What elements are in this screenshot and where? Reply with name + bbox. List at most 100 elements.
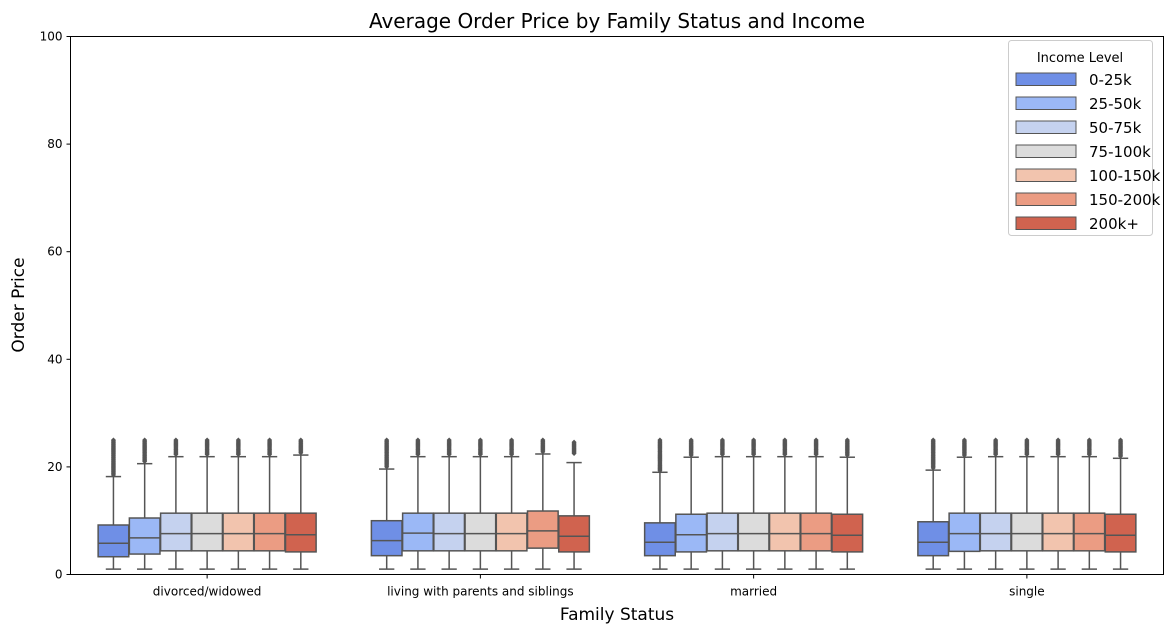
outlier-point	[235, 437, 241, 443]
y-tick-label: 100	[40, 30, 63, 44]
legend-item-0-25k: 0-25k	[1015, 71, 1132, 89]
plot-area	[97, 437, 1137, 570]
box-iqr	[643, 522, 676, 557]
box-200k+-divorced/widowed	[284, 437, 317, 570]
box-50-75k-living with parents and siblings	[433, 437, 466, 570]
legend-item-100-150k: 100-150k	[1015, 167, 1161, 185]
outliers	[446, 437, 452, 458]
box-iqr	[526, 510, 559, 549]
box-50-75k-single	[979, 437, 1012, 570]
box-0-25k-single	[917, 437, 950, 570]
outliers	[571, 439, 577, 456]
outlier-point	[813, 437, 819, 443]
outlier-point	[844, 437, 850, 443]
legend-swatch	[1015, 168, 1077, 182]
outlier-point	[384, 437, 390, 443]
outliers	[719, 437, 725, 458]
legend-item-150-200k: 150-200k	[1015, 191, 1161, 209]
outliers	[1055, 437, 1061, 458]
legend-swatch	[1015, 144, 1077, 158]
legend-title: Income Level	[1037, 51, 1123, 66]
outlier-point	[1086, 437, 1092, 443]
outlier-point	[477, 437, 483, 443]
outlier-point	[571, 439, 577, 445]
outliers	[782, 437, 788, 458]
box-75-100k-divorced/widowed	[191, 437, 224, 570]
legend-label: 0-25k	[1089, 71, 1132, 89]
box-iqr	[401, 512, 434, 552]
legend-swatch	[1015, 216, 1077, 230]
legend-item-200k+: 200k+	[1015, 215, 1139, 233]
outliers	[235, 437, 241, 458]
legend-label: 100-150k	[1089, 167, 1161, 185]
box-iqr	[831, 513, 864, 553]
box-iqr	[1104, 513, 1137, 553]
box-iqr	[1010, 512, 1043, 552]
y-tick-label: 60	[47, 245, 62, 259]
outlier-point	[1024, 437, 1030, 443]
legend-swatch	[1015, 120, 1077, 134]
box-iqr	[97, 524, 130, 558]
box-100-150k-living with parents and siblings	[495, 437, 528, 570]
x-tick-label: divorced/widowed	[153, 585, 262, 599]
box-iqr	[191, 512, 224, 552]
box-25-50k-married	[675, 437, 708, 570]
outlier-point	[173, 437, 179, 443]
outliers	[961, 437, 967, 458]
outlier-point	[298, 437, 304, 443]
legend-item-50-75k: 50-75k	[1015, 119, 1142, 137]
box-iqr	[979, 512, 1012, 552]
legend-swatch	[1015, 72, 1077, 86]
outlier-point	[110, 437, 116, 443]
outliers	[688, 437, 694, 458]
outlier-point	[540, 437, 546, 443]
box-iqr	[464, 512, 497, 552]
box-0-25k-living with parents and siblings	[370, 437, 403, 570]
box-iqr	[706, 512, 739, 552]
outliers	[477, 437, 483, 458]
outliers	[204, 437, 210, 458]
box-75-100k-living with parents and siblings	[464, 437, 497, 570]
outlier-point	[1055, 437, 1061, 443]
outliers	[415, 437, 421, 458]
outlier-point	[1118, 437, 1124, 443]
box-150-200k-single	[1073, 437, 1106, 570]
legend-swatch	[1015, 96, 1077, 110]
outliers	[173, 437, 179, 458]
outliers	[1118, 437, 1124, 459]
outliers	[384, 437, 390, 470]
outlier-point	[204, 437, 210, 443]
box-iqr	[253, 512, 286, 552]
box-iqr	[917, 521, 950, 557]
legend-swatch	[1015, 192, 1077, 206]
box-iqr	[433, 512, 466, 552]
box-iqr	[1073, 512, 1106, 552]
chart-title: Average Order Price by Family Status and…	[369, 9, 865, 33]
box-0-25k-divorced/widowed	[97, 437, 130, 570]
box-200k+-living with parents and siblings	[558, 439, 591, 570]
y-tick-label: 80	[47, 137, 62, 151]
box-iqr	[768, 512, 801, 552]
outliers	[142, 437, 148, 465]
box-200k+-married	[831, 437, 864, 570]
y-tick-label: 20	[47, 460, 62, 474]
x-tick-label: living with parents and siblings	[387, 585, 574, 599]
outliers	[844, 437, 850, 458]
outlier-point	[782, 437, 788, 443]
outliers	[110, 437, 116, 478]
box-100-150k-single	[1042, 437, 1075, 570]
box-25-50k-single	[948, 437, 981, 570]
box-iqr	[370, 519, 403, 557]
box-iqr	[495, 512, 528, 552]
outliers	[1024, 437, 1030, 458]
outliers	[1086, 437, 1092, 458]
outliers	[751, 437, 757, 458]
legend-label: 150-200k	[1089, 191, 1161, 209]
outlier-point	[509, 437, 515, 443]
box-iqr	[159, 512, 192, 552]
x-tick-label: married	[730, 585, 777, 599]
plot-frame	[70, 36, 1164, 575]
y-axis-title: Order Price	[9, 257, 29, 352]
box-iqr	[558, 515, 591, 553]
outlier-point	[142, 437, 148, 443]
